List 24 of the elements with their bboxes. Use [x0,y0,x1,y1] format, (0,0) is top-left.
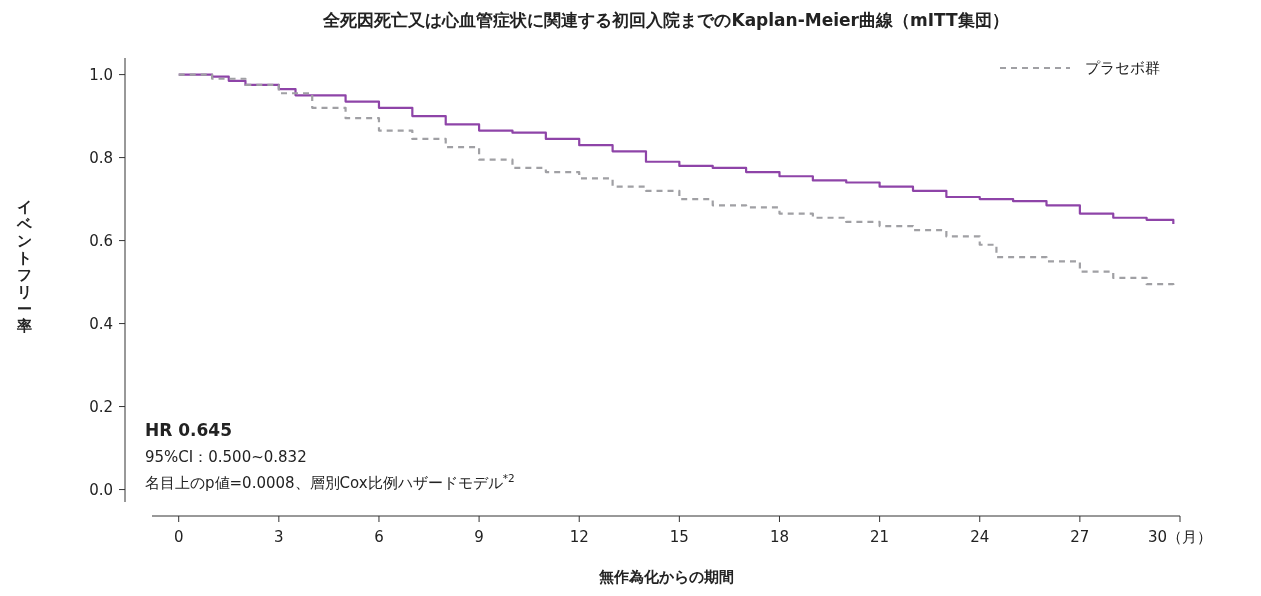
annotation: 名目上のp値=0.0008、層別Cox比例ハザードモデル$^{*2}$ [145,472,515,492]
annotation: HR 0.645 [145,420,233,440]
x-tick-label: 24 [970,528,990,546]
x-tick-label: 12 [569,528,589,546]
legend-label: プラセボ群 [1085,59,1160,77]
x-tick-label: 15 [669,528,689,546]
x-tick-label: 30（月） [1147,528,1213,546]
y-tick-label: 0.8 [89,148,113,167]
x-tick-label: 0 [173,528,184,546]
x-tick-label: 3 [274,528,284,546]
y-tick-label: 0.0 [89,480,113,499]
y-tick-label: 0.2 [89,397,113,416]
x-tick-label: 21 [870,528,890,546]
x-tick-label: 6 [374,528,384,546]
annotation: 95%CI：0.500~0.832 [145,448,307,466]
y-tick-label: 0.4 [89,314,113,333]
x-axis-title: 無作為化からの期間 [597,568,734,586]
x-tick-label: 18 [769,528,790,546]
y-tick-label: 1.0 [89,65,113,84]
chart-title: 全死因死亡又は心血管症状に関連する初回入院までのKaplan-Meier曲線（mITT集団） [322,10,1009,30]
y-tick-label: 0.6 [89,231,113,250]
y-axis-title: イベントフリー率 [15,198,33,335]
x-tick-label: 9 [474,528,484,546]
x-tick-label: 27 [1070,528,1090,546]
